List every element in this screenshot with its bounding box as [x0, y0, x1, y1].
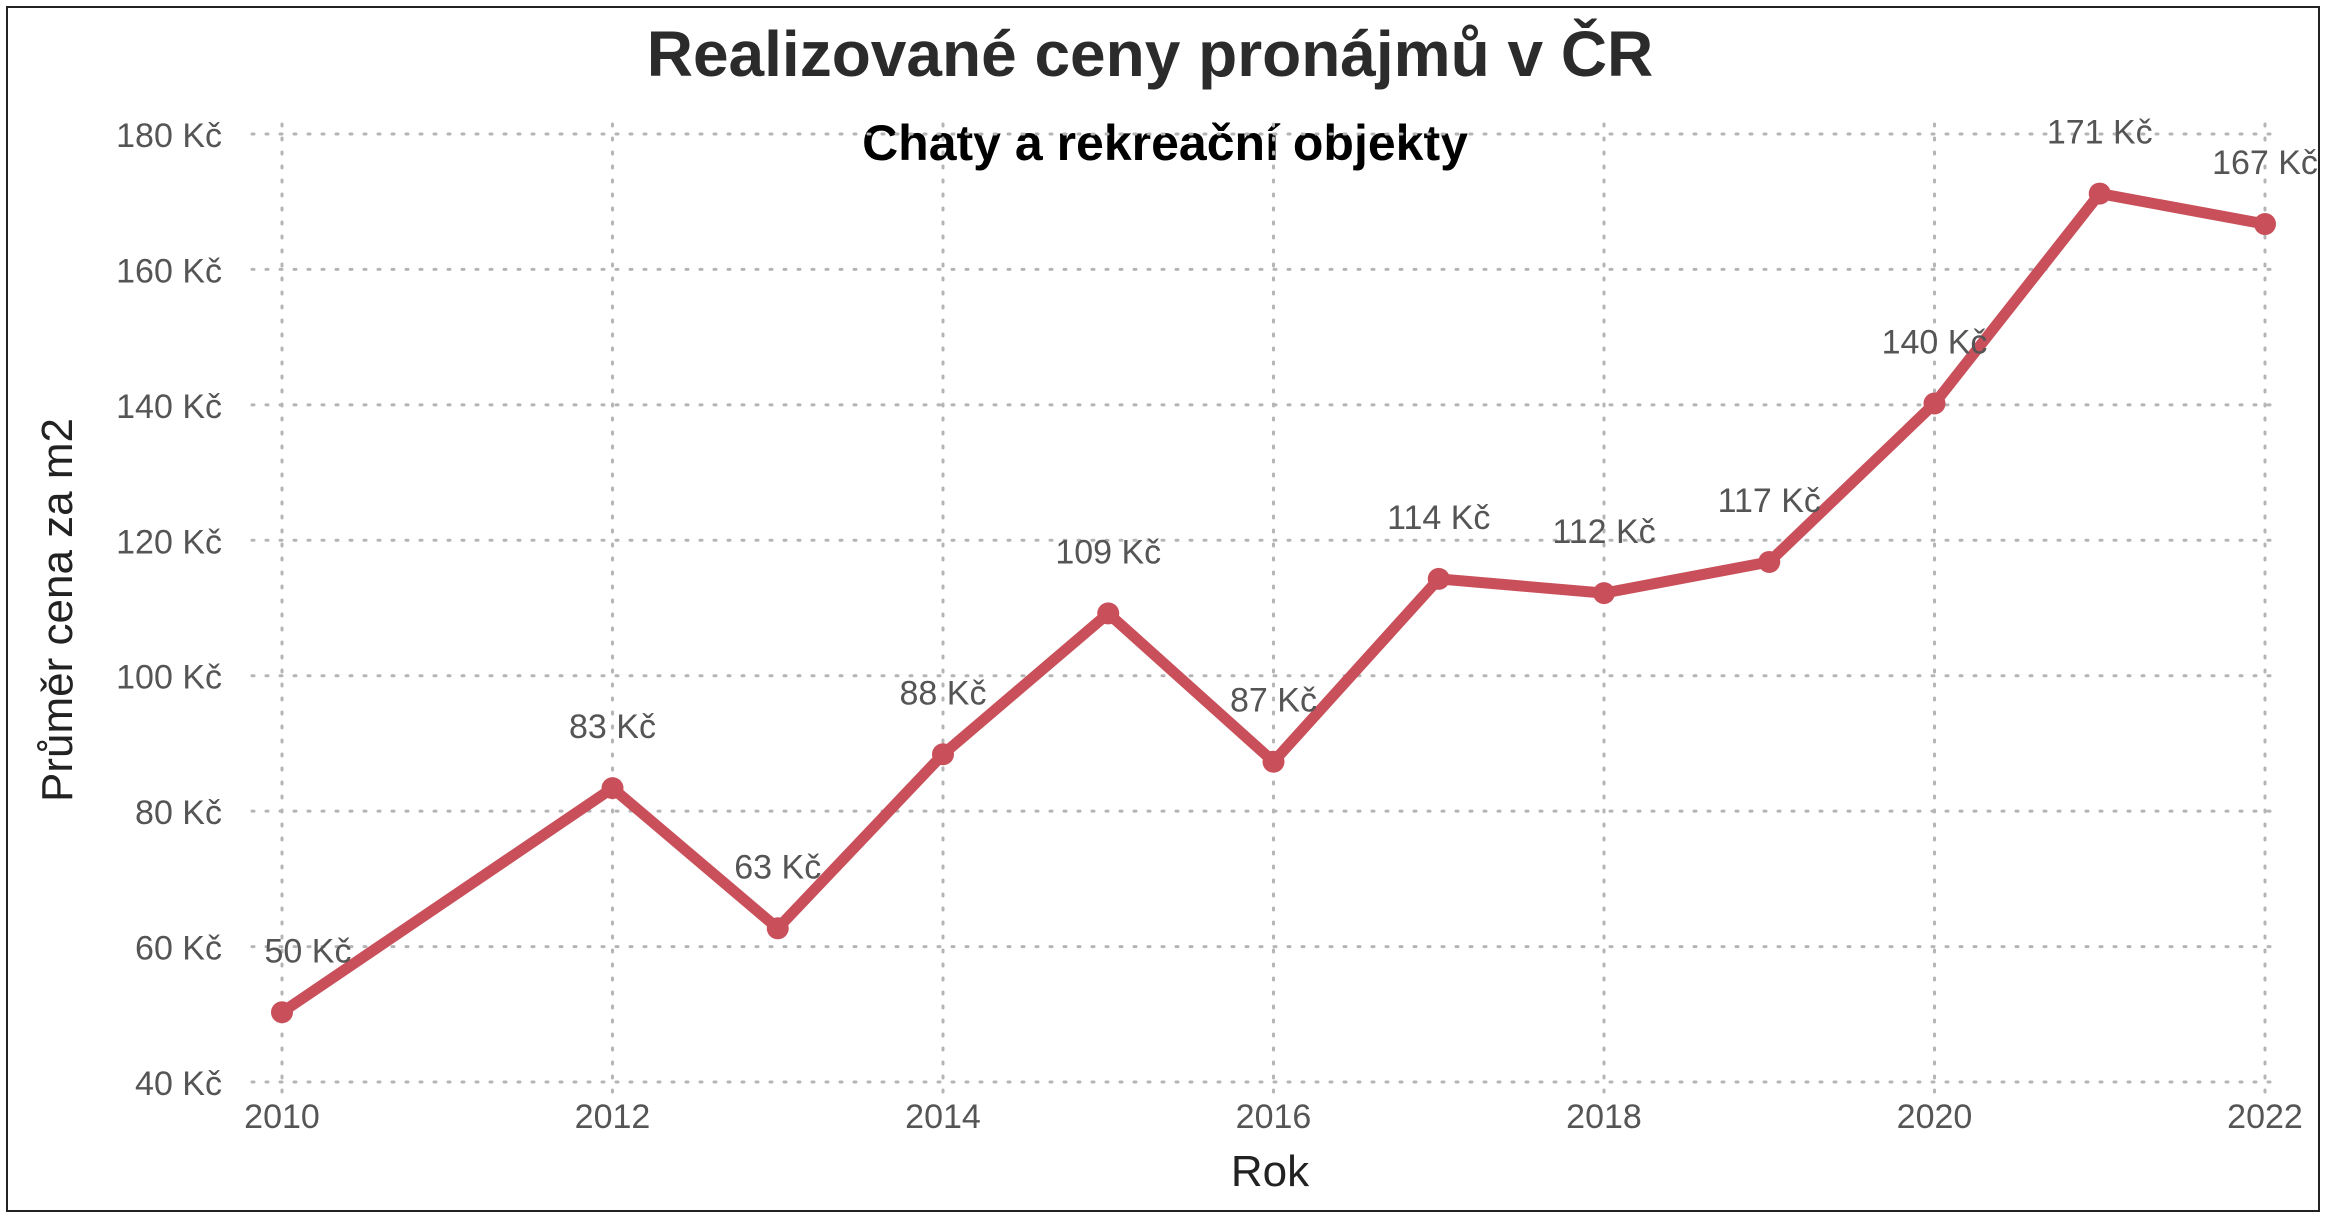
series-line: [276, 188, 2271, 1018]
x-axis-label: Rok: [1231, 1147, 1310, 1196]
data-label: 117 Kč: [1718, 482, 1821, 520]
y-tick-label: 140 Kč: [116, 388, 222, 426]
y-tick-label: 40 Kč: [135, 1065, 222, 1103]
data-label: 50 Kč: [265, 932, 352, 970]
data-point: [1427, 567, 1450, 590]
data-point: [1262, 750, 1285, 773]
data-point: [932, 743, 954, 766]
x-tick-label: 2012: [575, 1098, 651, 1136]
y-tick-label: 80 Kč: [135, 794, 222, 832]
data-label: 109 Kč: [1055, 533, 1161, 571]
data-point: [1758, 550, 1781, 573]
data-label: 114 Kč: [1387, 499, 1490, 537]
data-label: 87 Kč: [1230, 682, 1317, 720]
data-point: [1097, 602, 1120, 625]
x-tick-label: 2016: [1236, 1098, 1312, 1136]
data-labels: 50 Kč 83 Kč 63 Kč 88 Kč 109 Kč 87 Kč 114 Kč 112…: [265, 114, 2318, 971]
chart-subtitle: Chaty a rekreační objekty: [862, 115, 1468, 171]
data-label: 171 Kč: [2047, 114, 2153, 152]
y-axis-label: Průměr cena za m2: [33, 418, 82, 802]
grid: [250, 122, 2279, 1096]
data-label: 140 Kč: [1882, 324, 1988, 362]
y-tick-label: 60 Kč: [135, 930, 222, 968]
data-point: [601, 777, 624, 800]
y-tick-label: 120 Kč: [116, 523, 222, 561]
data-point: [2254, 213, 2276, 236]
chart-title: Realizované ceny pronájmů v ČR: [647, 17, 1654, 90]
y-tick-label: 160 Kč: [116, 252, 222, 290]
data-point: [2088, 182, 2111, 205]
data-point: [271, 1001, 293, 1024]
y-tick-label: 100 Kč: [116, 659, 222, 697]
data-point: [1923, 392, 1946, 415]
series: [271, 182, 2276, 1024]
x-tick-label: 2014: [905, 1098, 981, 1136]
data-label: 63 Kč: [734, 848, 821, 886]
data-label: 83 Kč: [569, 708, 656, 746]
x-axis-ticks: 2010 2012 2014 2016 2018 2020 2022: [244, 1098, 2303, 1136]
data-label: 88 Kč: [900, 674, 987, 712]
data-point: [1593, 582, 1615, 605]
x-tick-label: 2020: [1897, 1098, 1973, 1136]
x-tick-label: 2010: [244, 1098, 320, 1136]
data-label: 112 Kč: [1552, 513, 1655, 551]
data-point: [766, 917, 789, 940]
data-label: 167 Kč: [2212, 144, 2318, 182]
x-tick-label: 2022: [2227, 1098, 2303, 1136]
x-tick-label: 2018: [1566, 1098, 1642, 1136]
y-axis-ticks: 40 Kč 60 Kč 80 Kč 100 Kč 120 Kč 140 Kč 160 Kč 1…: [116, 117, 222, 1103]
y-tick-label: 180 Kč: [116, 117, 222, 155]
